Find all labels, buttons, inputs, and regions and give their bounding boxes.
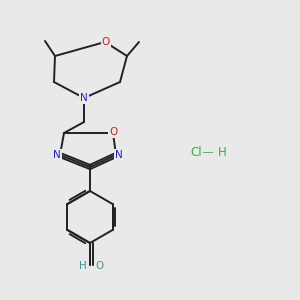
Text: N: N — [115, 150, 123, 160]
Text: Cl: Cl — [190, 146, 202, 158]
Text: H: H — [218, 146, 226, 158]
Text: O: O — [96, 261, 104, 271]
Text: O: O — [109, 127, 117, 137]
Text: H: H — [79, 261, 87, 271]
Text: —: — — [199, 147, 217, 157]
Text: N: N — [53, 150, 61, 160]
Text: N: N — [80, 93, 88, 103]
Text: O: O — [102, 37, 110, 47]
